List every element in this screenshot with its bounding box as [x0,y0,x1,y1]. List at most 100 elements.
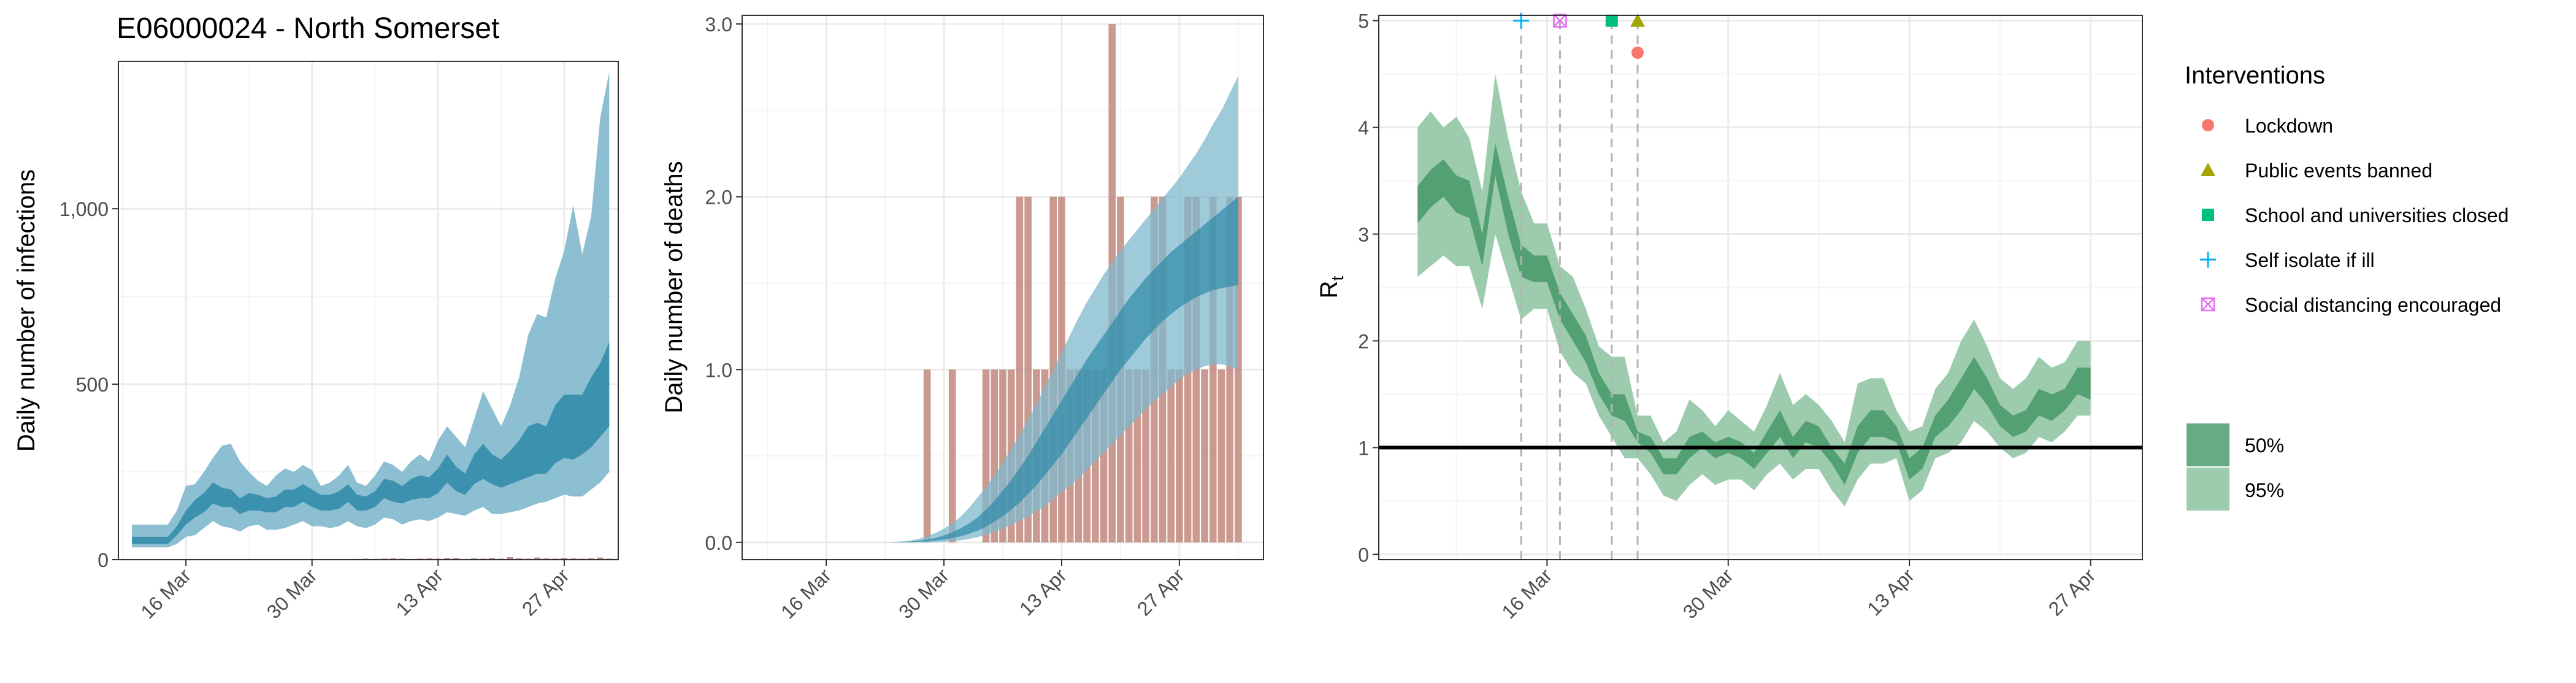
infections-y-ticks: 0 500 1,000 [59,198,118,571]
infections-panel: 0 500 1,000 16 Mar 30 Mar 13 Apr 27 Apr Daily… [13,61,619,623]
case-bar [489,558,496,560]
y-tick-label: 4 [1358,117,1369,139]
death-bar [1209,196,1217,542]
death-bar [1201,369,1208,542]
death-bar [982,369,990,542]
y-tick-label: 1 [1358,437,1369,459]
interventions-legend-title: Interventions [2185,62,2325,89]
social-distancing-marker [1553,14,1567,28]
death-bar [1217,369,1225,542]
infections-bands [132,72,610,547]
case-bar [516,558,523,560]
death-bar [1235,196,1242,542]
boxed-x-box [2201,297,2215,312]
legend-key-50 [2187,423,2229,466]
death-bar [1100,369,1108,542]
death-bar [1142,369,1149,542]
rt-y-axis-label: Rt [1316,276,1347,298]
x-tick-label: 30 Mar [1679,564,1738,623]
death-bar [1226,196,1233,542]
rt-x-ticks: 16 Mar 30 Mar 13 Apr 27 Apr [1497,560,2100,623]
x-tick-label: 30 Mar [263,564,321,623]
deaths-plot-border [742,15,1264,560]
infections-band-95 [132,72,610,547]
death-bar [1176,369,1183,542]
infections-plot-border [118,61,619,560]
deaths-y-ticks: 0.0 1.0 2.0 3.0 [705,14,742,554]
legend-key-95 [2187,468,2229,511]
rt-y-axis-label-main: R [1316,280,1343,298]
interventions-legend-label: Self isolate if ill [2245,249,2375,271]
rt-plot-border [1378,15,2143,560]
case-bar [561,558,567,560]
y-tick-label: 2 [1358,330,1369,352]
x-tick-label: 27 Apr [2044,564,2100,620]
death-bar [923,369,931,542]
plot-title: E06000024 - North Somerset [117,12,499,45]
y-tick-label: 0.0 [705,532,732,554]
y-tick-label: 5 [1358,10,1369,33]
death-bar [1016,196,1024,542]
lockdown-marker [1631,46,1644,59]
infections-band-50 [132,342,610,544]
death-bar [1125,369,1133,542]
case-bar [588,558,594,560]
deaths-y-axis-label: Daily number of deaths [661,161,688,413]
case-bar [507,557,513,560]
schools-marker [1605,14,1618,27]
death-bar [1192,196,1200,542]
deaths-bands [759,75,1238,542]
legend-label-50: 50% [2245,434,2284,457]
rt-intervention-lines [1520,20,1639,560]
lockdown-marker [2202,119,2214,131]
death-bar [1133,369,1141,542]
interventions-legend-label: School and universities closed [2245,204,2509,226]
x-tick-label: 27 Apr [1133,564,1189,620]
y-tick-label: 0 [1358,544,1369,566]
death-bar [999,369,1006,542]
y-tick-label: 500 [76,374,109,396]
x-tick-label: 16 Mar [136,564,195,623]
death-bar [1167,369,1175,542]
y-tick-label: 2.0 [705,187,732,209]
infections-x-ticks: 16 Mar 30 Mar 13 Apr 27 Apr [136,560,573,623]
x-tick-label: 13 Apr [1015,564,1071,620]
case-bar [570,558,577,560]
case-bar [597,557,604,560]
rt-y-ticks: 0 1 2 3 4 5 [1358,10,1379,566]
rt-panel: 0 1 2 3 4 5 16 Mar 30 Mar 13 Apr 27 Apr Rt [1316,10,2143,623]
legend-label-95: 95% [2245,479,2284,501]
case-bar [543,558,550,560]
y-tick-label: 3 [1358,224,1369,246]
interventions-legend-label: Social distancing encouraged [2245,294,2501,316]
case-bar [443,558,450,560]
self-isolate-marker [2200,252,2216,268]
x-tick-label: 13 Apr [1863,564,1919,620]
interventions-legend-label: Lockdown [2245,115,2333,137]
deaths-panel: 0.0 1.0 2.0 3.0 16 Mar 30 Mar 13 Apr 27 Apr Da… [661,14,1264,623]
x-tick-label: 16 Mar [776,564,835,623]
y-tick-label: 1.0 [705,359,732,381]
deaths-band-95 [759,75,1238,542]
y-tick-label: 3.0 [705,14,732,36]
x-tick-label: 13 Apr [391,564,447,620]
boxed-x-box [1553,14,1567,28]
case-bar [389,558,396,560]
y-tick-label: 0 [98,549,109,571]
x-tick-label: 27 Apr [518,564,573,620]
case-bar [453,558,459,560]
infections-y-axis-label: Daily number of infections [13,169,40,452]
x-tick-label: 30 Mar [894,564,953,623]
bands-legend: 50% 95% [2187,423,2284,511]
rt-intervention-markers [1513,12,1646,59]
social-distancing-marker [2201,297,2215,312]
deaths-x-ticks: 16 Mar 30 Mar 13 Apr 27 Apr [776,560,1189,623]
case-bar [534,557,540,560]
public-events-marker [2201,163,2215,176]
interventions-legend-label: Public events banned [2245,160,2432,182]
case-bar [426,558,432,560]
death-bar [948,369,956,542]
boxed-x-d2 [1553,14,1567,28]
boxed-x-d2 [2201,298,2215,311]
schools-marker [2202,209,2214,221]
